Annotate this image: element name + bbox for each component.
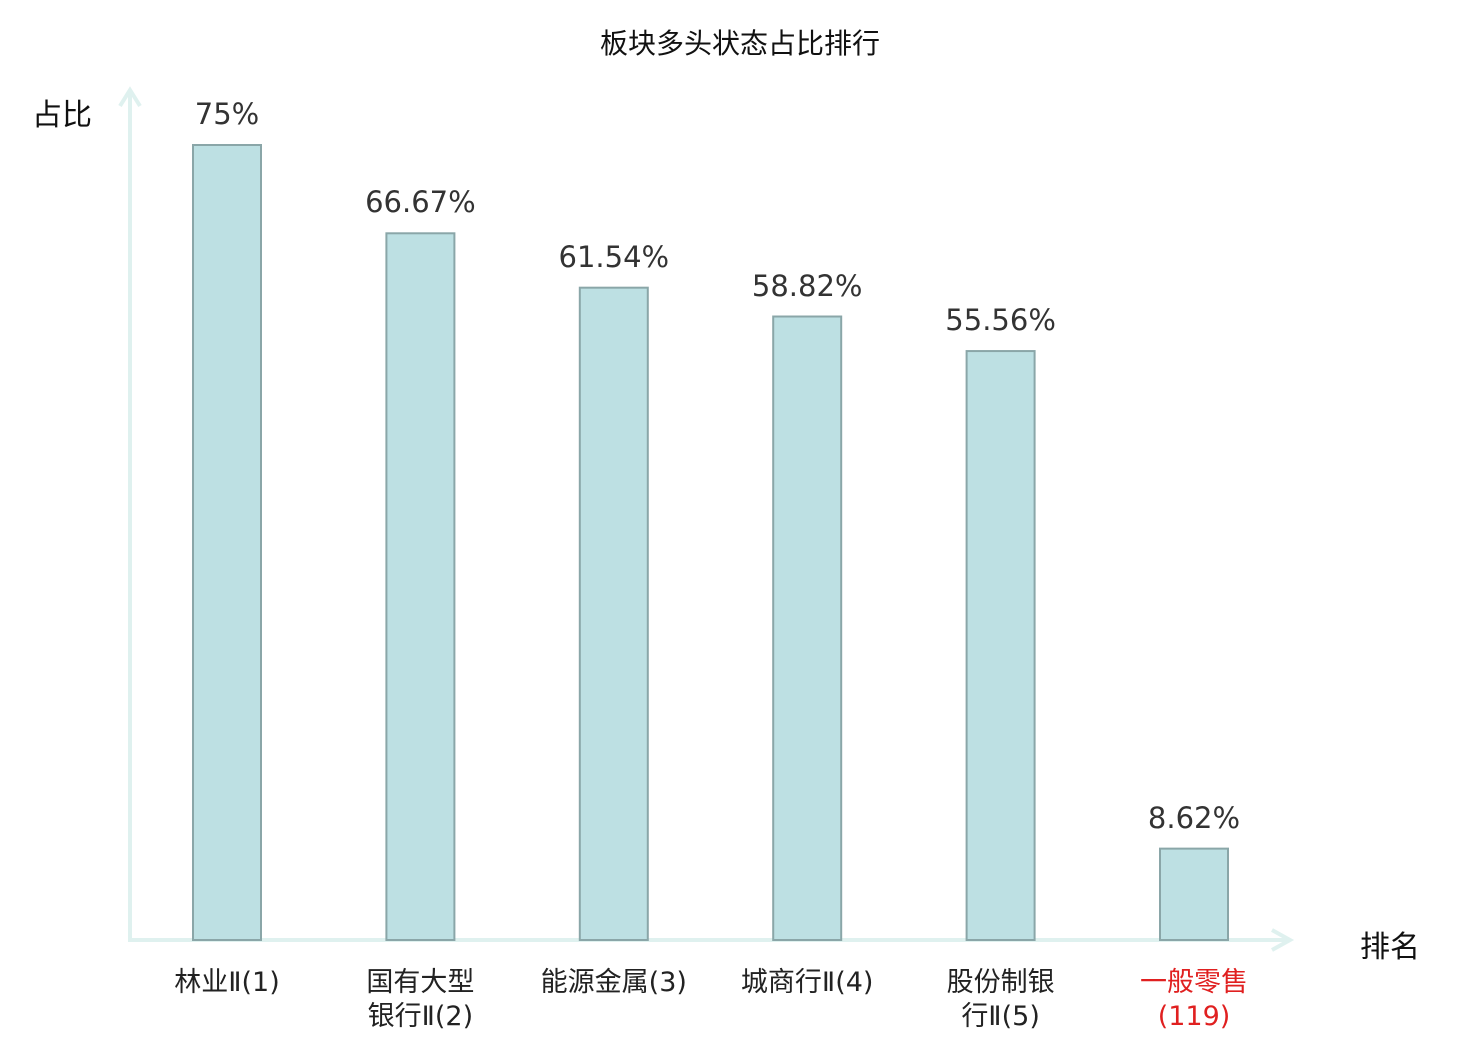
bar xyxy=(385,232,456,942)
x-tick-label-line: 国有大型 xyxy=(366,967,475,998)
bar-value-label: 61.54% xyxy=(558,239,670,274)
x-tick-label: 一般零售(119) xyxy=(1109,966,1279,1034)
x-axis-arrow xyxy=(1271,928,1295,952)
x-tick-label: 能源金属(3) xyxy=(529,966,699,1000)
chart-title: 板块多头状态占比排行 xyxy=(599,27,880,60)
bar-value-label: 58.82% xyxy=(751,268,863,303)
bar-value-label: 8.62% xyxy=(1147,800,1241,835)
x-axis-label: 排名 xyxy=(1360,930,1420,965)
x-tick-label: 国有大型 银行Ⅱ(2) xyxy=(335,966,505,1034)
x-tick-label: 林业Ⅱ(1) xyxy=(142,966,312,1000)
y-axis-label: 占比 xyxy=(32,98,92,133)
bar xyxy=(578,286,649,941)
bar-value-label: 66.67% xyxy=(365,185,476,220)
x-tick-label-line: 林业Ⅱ(1) xyxy=(174,967,280,998)
x-tick-label-line: 银行Ⅱ(2) xyxy=(367,1001,474,1032)
x-tick-label-line: 能源金属(3) xyxy=(540,967,687,998)
x-tick-label-line: 一般零售(119) xyxy=(1140,967,1248,1032)
bar xyxy=(1159,847,1229,941)
x-tick-label: 股份制银 行Ⅱ(5) xyxy=(916,966,1086,1034)
x-tick-label-line: 城商行Ⅱ(4) xyxy=(740,967,874,998)
bar xyxy=(965,350,1036,941)
bar-value-label: 75% xyxy=(194,97,260,131)
bars xyxy=(192,144,1229,942)
bar xyxy=(772,315,843,941)
x-tick-label-line: 行Ⅱ(5) xyxy=(961,1001,1040,1032)
x-tick-label: 城商行Ⅱ(4) xyxy=(722,966,892,1000)
axes xyxy=(118,86,1295,952)
bar-value-label: 55.56% xyxy=(945,303,1056,338)
bar xyxy=(192,144,262,941)
x-tick-label-line: 股份制银 xyxy=(946,967,1055,998)
y-axis-arrow xyxy=(118,86,142,108)
